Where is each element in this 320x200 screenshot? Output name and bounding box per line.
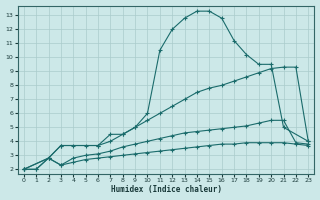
X-axis label: Humidex (Indice chaleur): Humidex (Indice chaleur) bbox=[110, 185, 221, 194]
